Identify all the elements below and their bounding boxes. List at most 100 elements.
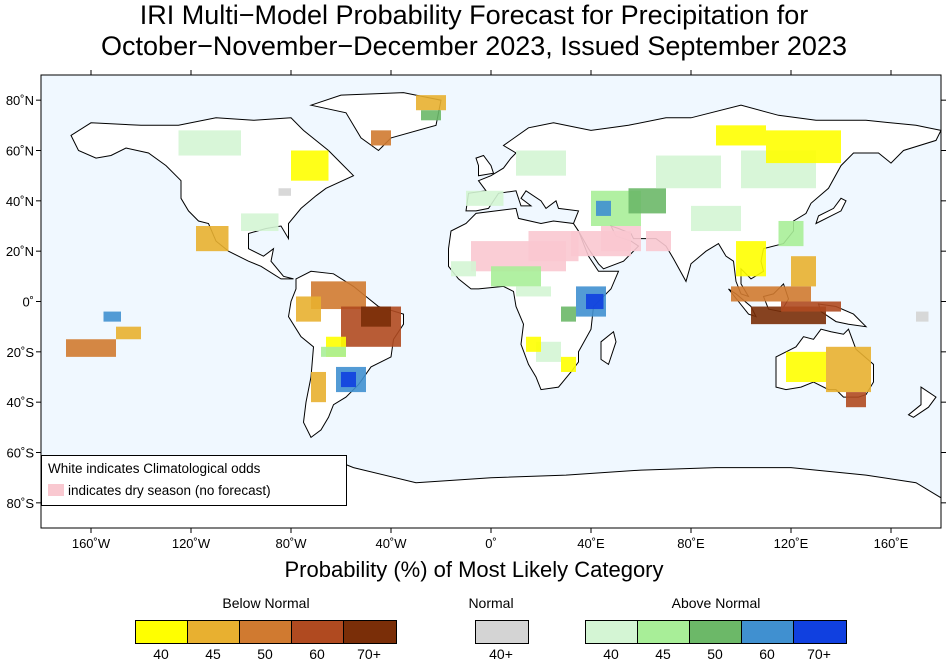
lon-tick-label: 160˚E (874, 536, 909, 551)
lat-tick-label: 40˚S (7, 395, 35, 410)
lat-tick-label: 40˚N (6, 194, 34, 209)
colorbar-title: Probability (%) of Most Likely Category (284, 557, 664, 582)
forecast-patch (536, 341, 561, 362)
forecast-patch (731, 286, 811, 302)
forecast-patch (778, 220, 804, 247)
lat-tick-label: 20˚N (6, 244, 34, 259)
title-line-2: October−November−December 2023, Issued S… (101, 31, 847, 61)
climatology-note: White indicates Climatological odds (48, 461, 261, 476)
land-madagascar (600, 330, 617, 366)
lat-tick-label: 60˚S (7, 446, 35, 461)
forecast-patch (528, 231, 579, 262)
below-normal-label: Below Normal (222, 595, 310, 611)
land-greenland (309, 92, 442, 152)
above-swatch (586, 621, 638, 643)
above-swatch (638, 621, 690, 643)
above-value-label: 50 (707, 646, 723, 662)
above-swatch (742, 621, 794, 643)
forecast-patch (781, 301, 841, 312)
lon-tick-label: 160˚W (72, 536, 111, 551)
lat-tick-label: 20˚S (7, 345, 35, 360)
lat-tick-label: 60˚N (6, 144, 34, 159)
lat-tick-label: 0˚ (22, 295, 34, 310)
below-swatch (240, 621, 292, 643)
above-value-label: 60 (759, 646, 775, 662)
forecast-patch (196, 226, 229, 252)
legend-note-box: White indicates Climatological odds indi… (41, 455, 347, 506)
forecast-patch (561, 306, 576, 322)
normal-label: Normal (468, 595, 514, 611)
above-normal-swatches (585, 620, 847, 644)
lon-tick-label: 0˚ (485, 536, 497, 551)
longitude-axis: 160˚W 120˚W 80˚W 40˚W 0˚ 40˚E 80˚E 120˚E 160˚E (72, 70, 909, 551)
lon-tick-label: 40˚E (577, 536, 605, 551)
forecast-patch (646, 231, 671, 252)
lon-tick-label: 80˚E (677, 536, 705, 551)
forecast-patch (791, 256, 816, 287)
above-value-label: 40 (603, 646, 619, 662)
forecast-patch (516, 150, 566, 176)
forecast-patch (116, 326, 141, 340)
normal-swatches (475, 620, 529, 644)
forecast-patch (736, 241, 766, 277)
below-swatch (136, 621, 188, 643)
below-value-label: 40 (153, 646, 169, 662)
forecast-patch (103, 311, 121, 322)
forecast-patch (826, 346, 871, 393)
forecast-patch (716, 125, 766, 146)
land-new-zealand (907, 386, 937, 418)
below-value-label: 45 (205, 646, 221, 662)
dry-season-text: indicates dry season (no forecast) (68, 483, 271, 498)
forecast-patch (916, 311, 929, 322)
lon-tick-label: 40˚W (375, 536, 407, 551)
forecast-patch (178, 130, 241, 156)
forecast-patch (601, 226, 641, 252)
forecast-patch (561, 356, 576, 372)
forecast-patch (291, 150, 329, 181)
forecast-patch (241, 213, 279, 232)
forecast-patch (786, 351, 826, 383)
normal-value-label: 40+ (489, 646, 513, 662)
below-swatch (188, 621, 240, 643)
forecast-patch (586, 293, 604, 310)
forecast-patch (466, 190, 504, 206)
forecast-patch (66, 339, 116, 357)
lat-tick-label: 80˚N (6, 93, 34, 108)
forecast-patch (491, 266, 541, 287)
land-uk (475, 154, 495, 177)
probability-patches (66, 95, 929, 408)
forecast-patch (416, 95, 446, 111)
lat-tick-label: 80˚S (7, 496, 35, 511)
normal-swatch (476, 621, 528, 643)
below-normal-swatches (135, 620, 397, 644)
below-value-label: 70+ (357, 646, 381, 662)
above-normal-label: Above Normal (671, 595, 761, 611)
forecast-patch (596, 200, 611, 216)
forecast-patch (516, 286, 551, 297)
forecast-patch (321, 346, 346, 357)
above-value-label: 45 (655, 646, 671, 662)
below-value-label: 50 (257, 646, 273, 662)
forecast-patch (311, 371, 326, 403)
below-value-label: 60 (309, 646, 325, 662)
forecast-patch (846, 392, 866, 408)
latitude-axis: 80˚N 60˚N 40˚N 20˚N 0˚ 20˚S 40˚S 60˚S 80˚S (6, 93, 946, 511)
lon-tick-label: 120˚W (172, 536, 211, 551)
dry-season-note: indicates dry season (no forecast) (48, 483, 271, 498)
map-title: IRI Multi−Model Probability Forecast for… (0, 0, 948, 62)
lon-tick-label: 120˚E (774, 536, 809, 551)
above-swatch (690, 621, 742, 643)
lon-tick-label: 80˚W (275, 536, 307, 551)
land-japan (815, 197, 847, 225)
forecast-patch (421, 110, 441, 121)
forecast-patch (451, 261, 476, 277)
forecast-patch (628, 188, 666, 214)
forecast-patch (656, 155, 721, 189)
forecast-patch (296, 296, 321, 322)
title-line-1: IRI Multi−Model Probability Forecast for… (139, 0, 809, 30)
forecast-patch (361, 306, 391, 327)
forecast-patch (691, 205, 741, 232)
below-swatch (292, 621, 344, 643)
dry-season-swatch (48, 484, 64, 496)
forecast-patch (371, 130, 391, 146)
